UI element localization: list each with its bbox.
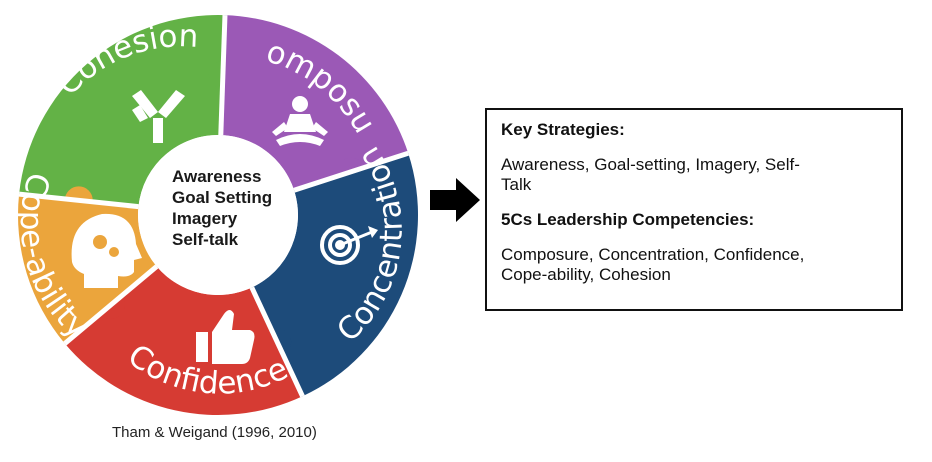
competencies-text-line-2: Cope-ability, Cohesion: [501, 265, 671, 284]
strategies-text-line-2: Talk: [501, 175, 532, 194]
segment-divider: [249, 286, 305, 398]
thumbs-up-icon: [196, 310, 255, 364]
target-icon: [320, 225, 378, 265]
meditation-person-icon: [272, 96, 328, 146]
competencies-heading: 5Cs Leadership Competencies:: [501, 210, 755, 229]
center-line-self-talk: Self-talk: [172, 230, 239, 249]
center-line-awareness: Awareness: [172, 167, 261, 186]
segment-divider: [63, 264, 159, 346]
key-strategies-box: Key Strategies: Awareness, Goal-setting,…: [485, 108, 903, 311]
wheel-center: [138, 135, 298, 295]
segment-divider: [218, 15, 228, 136]
right-arrow-icon: [430, 178, 480, 222]
cohesion-arrows-icon: [132, 90, 185, 143]
center-line-goal-setting: Goal Setting: [172, 188, 272, 207]
strategies-heading: Key Strategies:: [501, 120, 625, 139]
citation: Tham & Weigand (1996, 2010): [112, 424, 317, 441]
strategies-text-line-1: Awareness, Goal-setting, Imagery, Self-: [501, 155, 800, 174]
segment-divider: [18, 191, 139, 210]
center-line-imagery: Imagery: [172, 209, 238, 228]
competencies-text-line-1: Composure, Concentration, Confidence,: [501, 245, 805, 264]
puzzle-wheel: Cohesion Composure Concentration Confide…: [0, 0, 418, 415]
segment-concentration: [251, 153, 418, 397]
head-gears-icon: [71, 213, 142, 288]
segment-cohesion: [19, 15, 225, 207]
segment-composure: [220, 15, 409, 191]
segment-divider: [293, 150, 409, 193]
